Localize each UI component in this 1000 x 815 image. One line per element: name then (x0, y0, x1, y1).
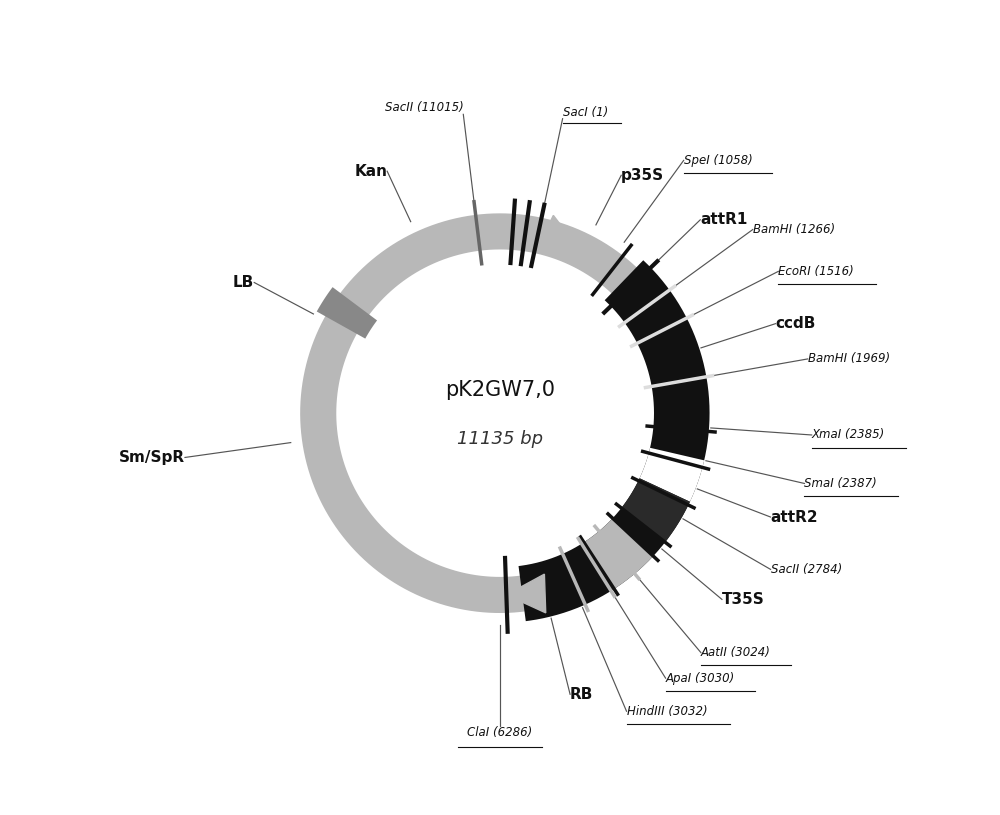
Text: BamHI (1969): BamHI (1969) (808, 352, 890, 365)
Text: p35S: p35S (621, 168, 664, 183)
Text: EcoRI (1516): EcoRI (1516) (778, 265, 854, 278)
Text: SacI (1): SacI (1) (563, 106, 608, 119)
Text: SacII (2784): SacII (2784) (771, 563, 842, 576)
Text: 11135 bp: 11135 bp (457, 430, 543, 447)
Text: SmaI (2387): SmaI (2387) (804, 477, 877, 490)
Text: attR1: attR1 (700, 213, 748, 227)
Text: ClaI (6286): ClaI (6286) (467, 725, 533, 738)
Text: Kan: Kan (354, 164, 387, 178)
Text: AatII (3024): AatII (3024) (701, 646, 771, 659)
Text: RB: RB (570, 687, 593, 702)
Text: BamHI (1266): BamHI (1266) (753, 223, 835, 236)
Text: SpeI (1058): SpeI (1058) (684, 154, 752, 167)
Text: SacII (11015): SacII (11015) (385, 101, 463, 114)
Text: ApaI (3030): ApaI (3030) (666, 672, 735, 685)
Text: pK2GW7,0: pK2GW7,0 (445, 381, 555, 400)
Text: Sm/SpR: Sm/SpR (119, 450, 185, 465)
Text: HindIII (3032): HindIII (3032) (627, 705, 707, 718)
Polygon shape (536, 215, 580, 250)
Polygon shape (506, 574, 546, 613)
Text: LB: LB (233, 275, 254, 290)
Text: attR2: attR2 (770, 509, 818, 525)
Text: ccdB: ccdB (776, 316, 816, 331)
Text: XmaI (2385): XmaI (2385) (812, 429, 885, 442)
Text: T35S: T35S (722, 592, 765, 607)
